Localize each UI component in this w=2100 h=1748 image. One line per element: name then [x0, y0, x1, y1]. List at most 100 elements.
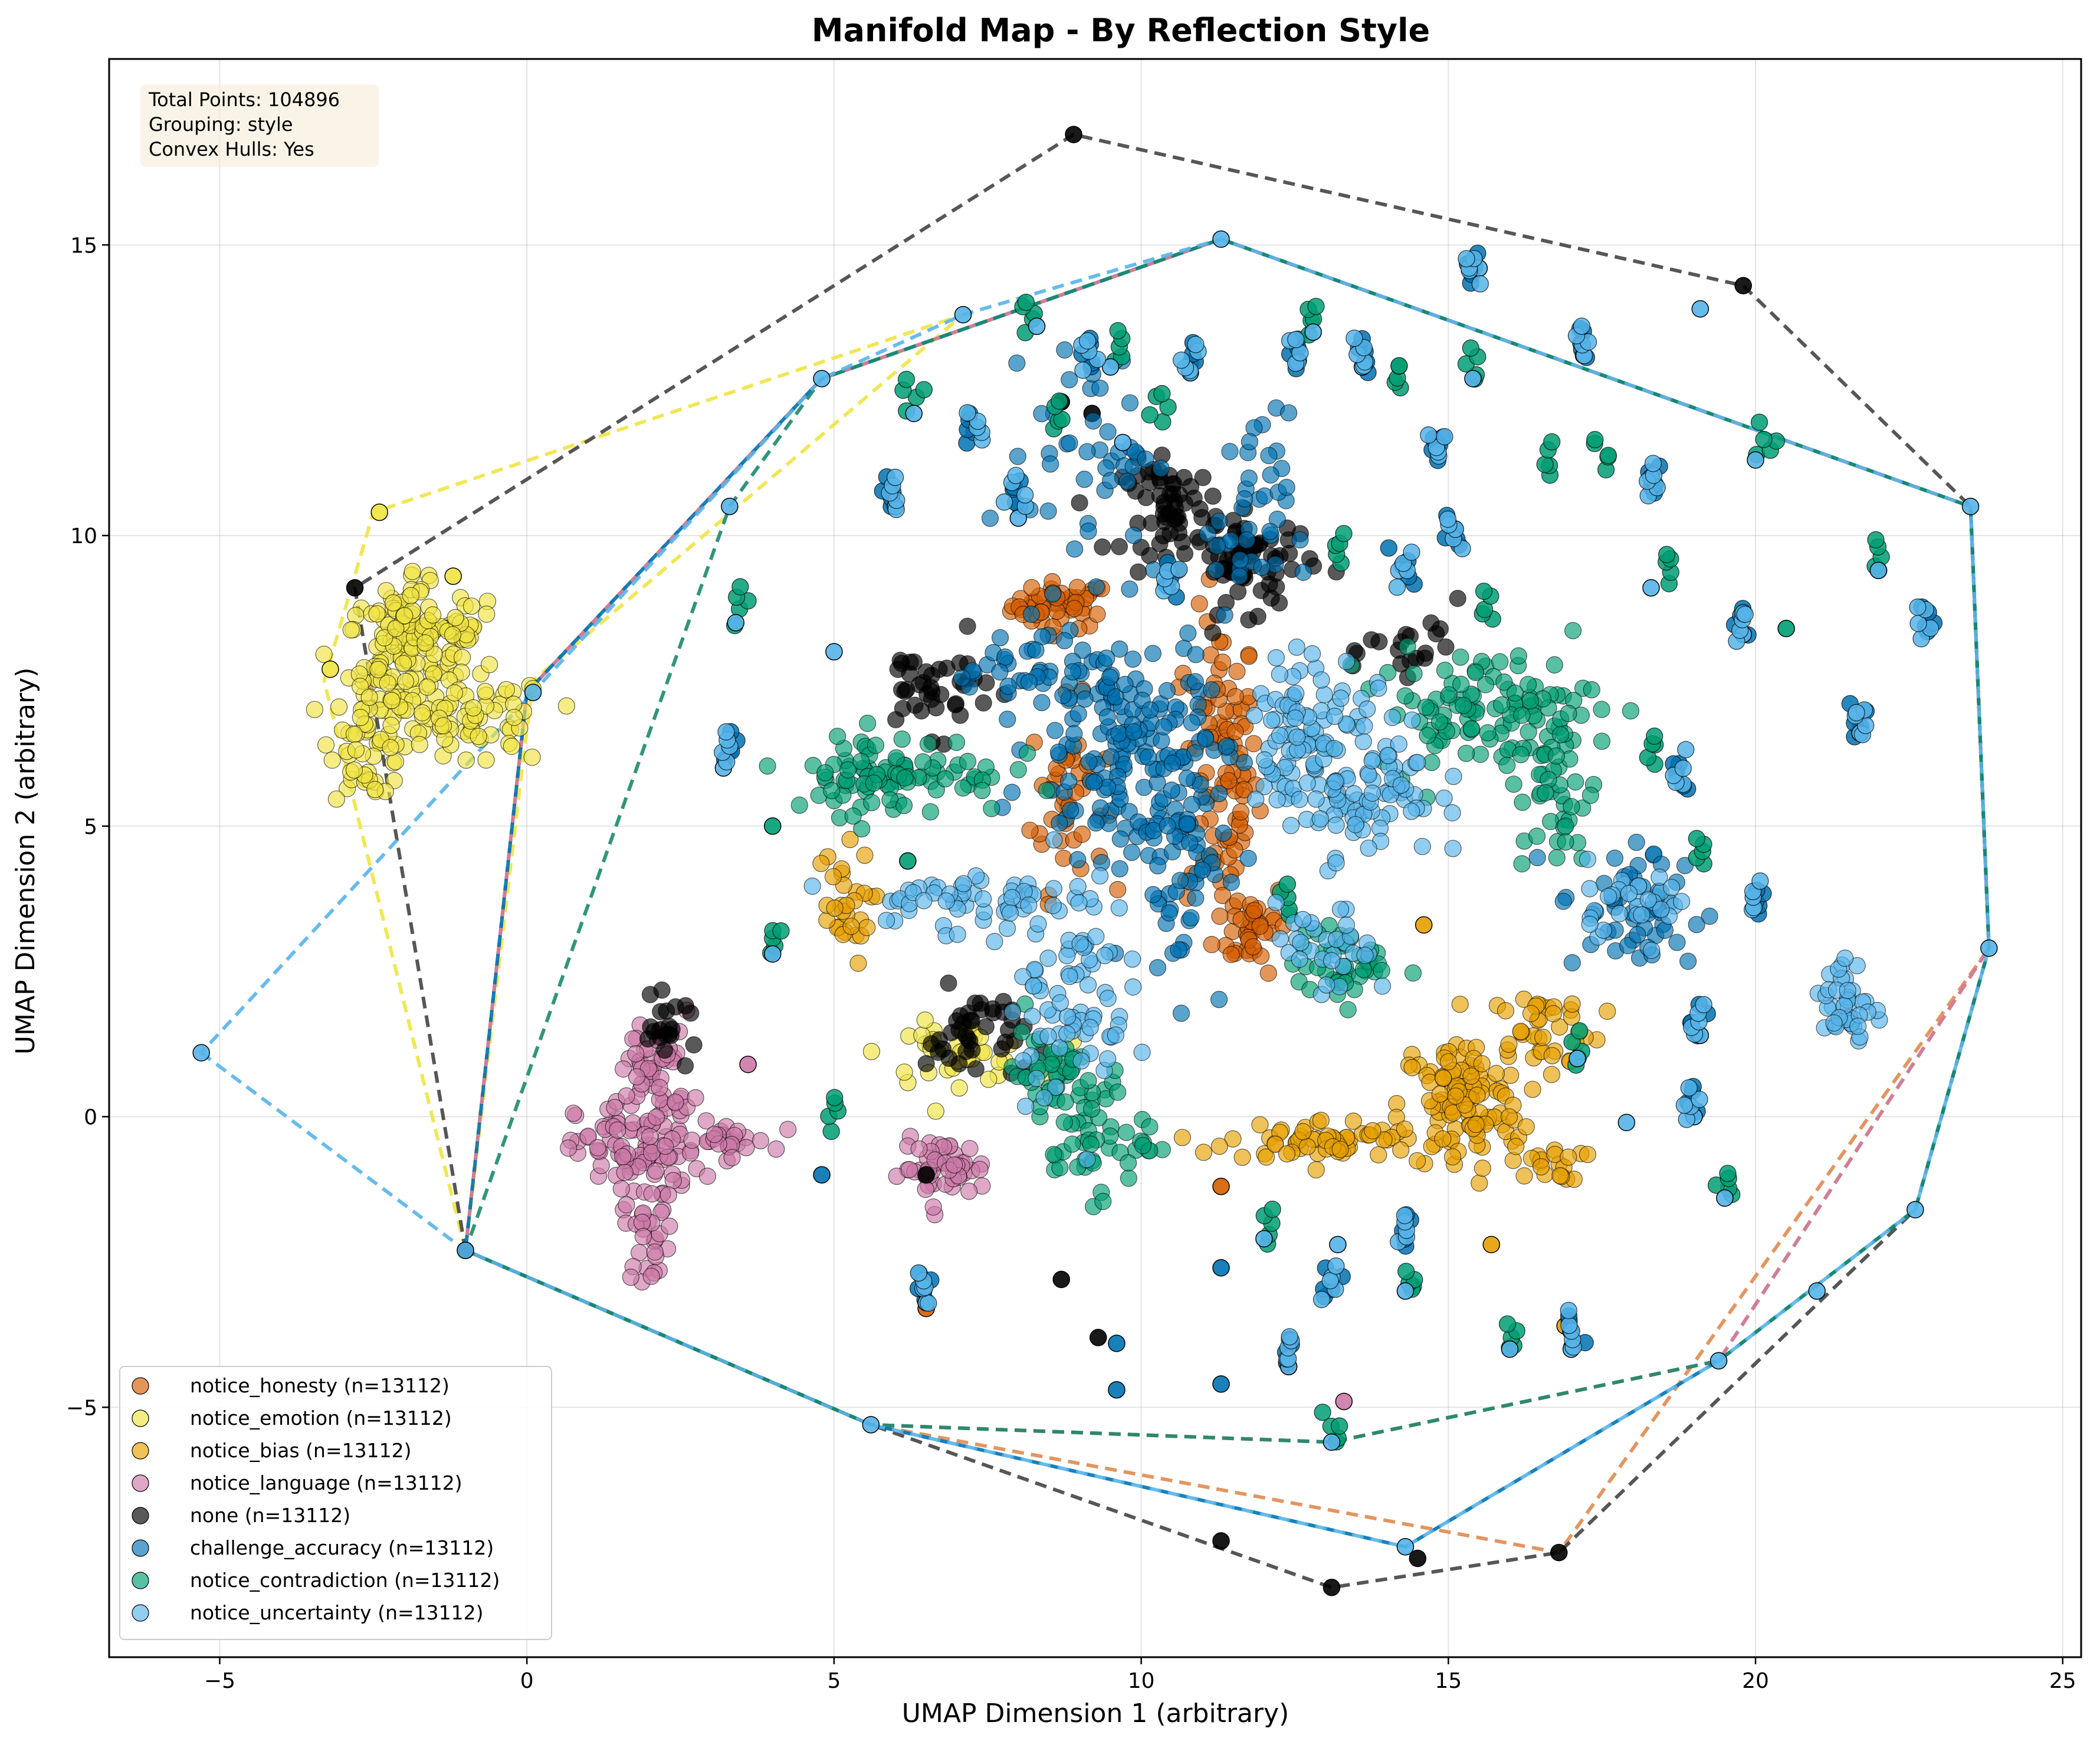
data-point: [1504, 1152, 1522, 1169]
data-point: [892, 681, 911, 699]
data-point: [624, 1030, 642, 1048]
data-point: [1431, 1085, 1449, 1103]
data-point: [981, 510, 999, 527]
data-point: [1079, 976, 1097, 994]
data-point: [1153, 385, 1171, 403]
data-point: [1130, 563, 1147, 581]
data-point: [727, 614, 745, 632]
data-point: [369, 661, 387, 678]
data-point: [1133, 1043, 1151, 1061]
data-point: [1091, 799, 1110, 817]
data-point: [523, 748, 541, 766]
data-point: [1051, 994, 1069, 1011]
data-point: [1137, 450, 1154, 468]
data-point: [977, 1018, 995, 1036]
data-point: [1231, 567, 1248, 585]
data-point: [1025, 977, 1042, 995]
data-point: [445, 684, 463, 702]
data-point: [1179, 625, 1197, 642]
data-point: [687, 1089, 704, 1107]
data-point: [1399, 638, 1416, 655]
data-point: [657, 1138, 674, 1155]
data-point: [823, 782, 841, 800]
data-point: [1500, 1108, 1518, 1126]
data-point: [1020, 896, 1038, 914]
data-point: [1335, 1392, 1353, 1411]
data-point: [1240, 648, 1258, 665]
data-point: [616, 1164, 634, 1181]
data-point: [622, 1269, 639, 1286]
x-tick-label: 15: [1435, 1669, 1462, 1693]
data-point: [1370, 679, 1387, 697]
data-point: [647, 1162, 665, 1180]
data-point: [685, 1036, 703, 1054]
data-point: [1071, 494, 1088, 512]
info-box: Total Points: 104896 Grouping: style Con…: [140, 84, 379, 167]
data-point: [1512, 745, 1530, 764]
data-point: [1396, 1207, 1413, 1224]
data-point: [1347, 816, 1364, 833]
data-point: [1212, 1375, 1230, 1393]
data-point: [1363, 784, 1381, 802]
data-point: [395, 655, 412, 672]
data-point: [1069, 851, 1087, 869]
data-point: [1191, 500, 1209, 518]
data-point: [844, 807, 862, 825]
data-point: [1560, 1316, 1578, 1334]
data-point: [1125, 723, 1143, 741]
data-point: [1124, 650, 1142, 668]
legend-label: notice_uncertainty (n=13112): [190, 1601, 484, 1624]
data-point: [1251, 1116, 1269, 1133]
data-point: [1195, 1144, 1213, 1161]
data-point: [1009, 448, 1026, 465]
data-point: [1312, 671, 1330, 689]
data-point: [424, 606, 442, 624]
data-point: [1520, 723, 1537, 741]
data-point: [1051, 814, 1068, 832]
data-point: [1215, 824, 1232, 842]
data-point: [1404, 964, 1422, 982]
data-point: [1064, 663, 1082, 681]
data-point: [971, 1161, 989, 1178]
data-point: [1563, 995, 1581, 1013]
info-line-total: Total Points: 104896: [148, 88, 340, 111]
data-point: [1388, 579, 1406, 596]
data-point: [723, 1149, 741, 1167]
data-point: [1344, 1112, 1362, 1130]
data-point: [959, 404, 976, 422]
data-point: [998, 919, 1016, 937]
legend-label: notice_language (n=13112): [190, 1471, 462, 1494]
data-point: [1186, 673, 1204, 691]
data-point: [1581, 787, 1599, 804]
data-point: [1099, 990, 1117, 1007]
data-point: [642, 1267, 660, 1285]
data-point: [1445, 767, 1462, 786]
data-point: [1281, 1328, 1298, 1346]
data-point: [1396, 687, 1414, 705]
data-point: [1244, 938, 1262, 956]
data-point: [1563, 798, 1580, 816]
data-point: [1123, 843, 1141, 861]
data-point: [366, 781, 384, 799]
data-point: [1364, 1122, 1382, 1139]
data-point: [1392, 1141, 1410, 1159]
data-point: [1214, 653, 1232, 671]
data-point: [1335, 525, 1353, 543]
data-point: [1212, 1178, 1230, 1195]
data-point: [1101, 358, 1120, 376]
data-point: [1909, 598, 1927, 616]
data-point: [739, 1056, 757, 1073]
data-point: [920, 1294, 937, 1312]
data-point: [1144, 886, 1162, 903]
data-point: [614, 1148, 632, 1165]
data-point: [1593, 732, 1611, 750]
data-point: [330, 698, 348, 716]
convex-hull: [198, 237, 1991, 1549]
data-point: [1255, 1230, 1273, 1248]
data-point: [1629, 926, 1646, 944]
data-point: [1231, 551, 1249, 569]
data-point: [895, 797, 913, 814]
data-point: [478, 605, 496, 623]
legend-marker: [132, 1442, 149, 1460]
data-point: [1082, 1135, 1100, 1153]
